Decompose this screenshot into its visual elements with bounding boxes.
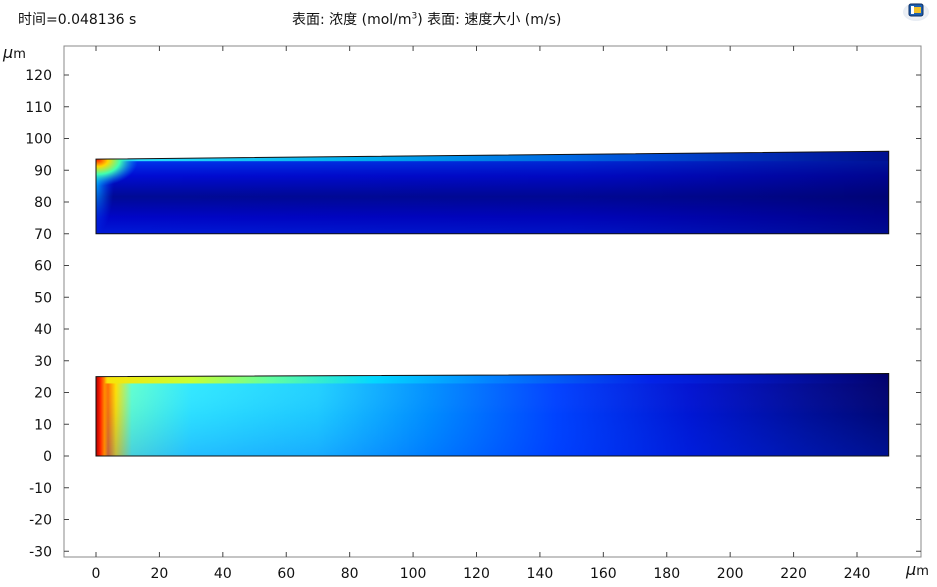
y-tick-label: -10 — [29, 481, 52, 497]
comsol-plot-icon-graphic — [903, 3, 929, 21]
x-tick-label: 120 — [463, 566, 490, 582]
upper-channel-corner-hotspot — [96, 151, 166, 192]
x-tick-label: 100 — [400, 566, 427, 582]
x-axis-unit-label: μm — [905, 560, 929, 579]
plot-title-prefix: 表面: 浓度 (mol/m — [292, 12, 412, 28]
plot-title: 表面: 浓度 (mol/m3) 表面: 速度大小 (m/s) — [292, 9, 561, 29]
x-tick-label: 60 — [277, 566, 295, 582]
y-tick-label: 70 — [34, 227, 52, 243]
y-tick-label: 40 — [34, 322, 52, 338]
x-tick-label: 40 — [214, 566, 232, 582]
y-axis-unit-label: μm — [2, 43, 26, 62]
lower-channel-vertical-shade — [96, 373, 889, 456]
lower-channel-inlet-edge — [96, 373, 108, 456]
y-tick-label: 80 — [34, 195, 52, 211]
x-tick-label: 80 — [341, 566, 359, 582]
lower-channel-field — [96, 373, 889, 456]
upper-channel-outline — [95, 150, 890, 235]
y-tick-label: -30 — [29, 544, 52, 560]
plot-title-sup: 3 — [411, 11, 418, 22]
x-tick-label: 240 — [844, 566, 871, 582]
x-axis-ticks: 0 20 40 60 80 100 120 140 160 180 200 220 240 — [92, 46, 871, 582]
y-tick-label: 20 — [34, 386, 52, 402]
upper-channel-fade — [96, 151, 889, 234]
y-tick-label: 120 — [25, 68, 52, 84]
axes-frame — [63, 45, 922, 558]
x-tick-label: 0 — [92, 566, 101, 582]
lower-channel-outline — [95, 372, 890, 457]
y-tick-label: -20 — [29, 513, 52, 529]
y-tick-label: 60 — [34, 259, 52, 275]
y-tick-label: 110 — [25, 100, 52, 116]
y-tick-label: 90 — [34, 163, 52, 179]
upper-channel-field — [96, 151, 889, 234]
time-label: 时间=0.048136 s — [18, 12, 137, 28]
x-tick-label: 20 — [151, 566, 169, 582]
x-tick-label: 140 — [527, 566, 554, 582]
x-tick-label: 220 — [780, 566, 807, 582]
y-tick-label: 0 — [43, 449, 52, 465]
y-axis-ticks: -30 -20 -10 0 10 20 30 40 50 60 70 80 90 100 110 120 — [25, 68, 921, 560]
y-tick-label: 50 — [34, 290, 52, 306]
x-tick-label: 160 — [590, 566, 617, 582]
x-tick-label: 200 — [717, 566, 744, 582]
plot-title-suffix: ) 表面: 速度大小 (m/s) — [417, 12, 562, 28]
y-tick-label: 100 — [25, 132, 52, 148]
x-tick-label: 180 — [653, 566, 680, 582]
comsol-plot-icon[interactable] — [902, 0, 932, 22]
y-tick-label: 10 — [34, 417, 52, 433]
y-tick-label: 30 — [34, 354, 52, 370]
